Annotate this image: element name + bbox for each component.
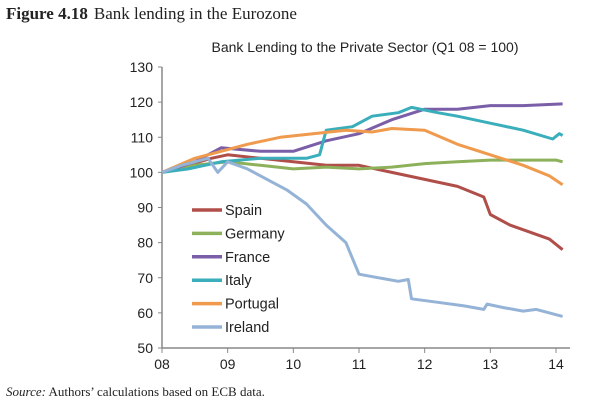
y-tick-label: 90 — [137, 200, 153, 216]
y-tick-label: 130 — [130, 59, 154, 75]
x-tick-label: 08 — [154, 356, 170, 372]
source-text: Authors’ calculations based on ECB data. — [45, 384, 265, 399]
series-line-italy — [161, 105, 564, 174]
x-tick-label: 12 — [417, 356, 433, 372]
figure-caption: Figure 4.18 Bank lending in the Eurozone — [6, 4, 297, 24]
legend-label-france: France — [225, 250, 270, 266]
x-tick-label: 14 — [548, 356, 564, 372]
chart-title: Bank Lending to the Private Sector (Q1 0… — [211, 39, 518, 55]
source-note: Source: Authors’ calculations based on E… — [6, 384, 265, 400]
y-tick-label: 70 — [137, 270, 153, 286]
x-tick-label: 09 — [220, 356, 236, 372]
series-line-ireland — [161, 156, 563, 318]
x-tick-label: 10 — [286, 356, 302, 372]
series-line-spain — [161, 153, 564, 251]
x-tick-label: 11 — [352, 356, 367, 372]
series-line-portugal — [161, 127, 564, 186]
source-label: Source: — [6, 384, 46, 399]
y-tick-label: 80 — [137, 235, 153, 251]
legend-label-ireland: Ireland — [225, 320, 269, 336]
legend-label-italy: Italy — [225, 273, 252, 289]
y-tick-label: 100 — [130, 164, 154, 180]
y-tick-label: 120 — [130, 94, 154, 110]
y-tick-label: 60 — [137, 305, 153, 321]
legend-label-spain: Spain — [225, 203, 262, 219]
legend-label-portugal: Portugal — [225, 297, 279, 313]
figure-title: Bank lending in the Eurozone — [93, 4, 297, 23]
series-line-france — [161, 102, 563, 174]
x-tick-label: 13 — [483, 356, 499, 372]
figure-number: Figure 4.18 — [6, 4, 88, 23]
legend-label-germany: Germany — [225, 226, 285, 242]
y-tick-label: 110 — [131, 129, 154, 145]
y-tick-label: 50 — [137, 340, 153, 356]
